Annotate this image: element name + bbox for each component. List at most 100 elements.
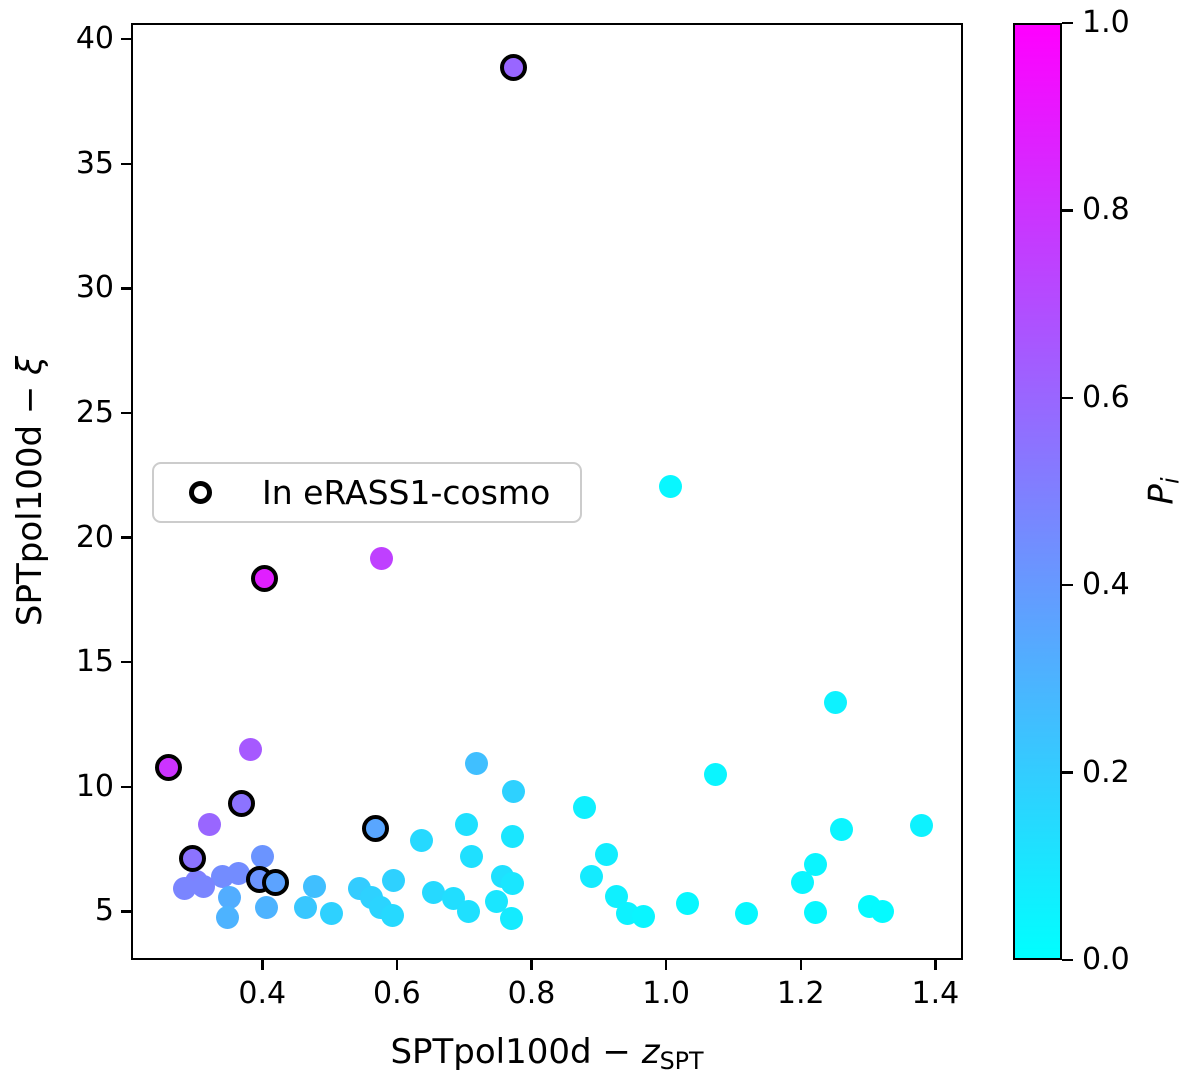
data-point [454,812,478,836]
data-point [320,902,344,926]
y-tick [121,910,131,913]
data-point [579,865,603,889]
x-tick-label: 1.2 [776,976,825,1011]
colorbar-tick [1062,958,1073,962]
y-tick-label: 5 [94,893,114,929]
data-point [178,845,206,873]
y-tick [121,660,131,664]
data-point [254,896,278,920]
x-tick-label: 1.4 [911,976,960,1011]
data-point [155,754,183,782]
y-tick-label: 15 [75,644,114,680]
colorbar-label-variable: P [1141,484,1182,505]
data-point [870,899,894,923]
data-point [501,872,525,896]
y-tick-label: 40 [75,21,114,57]
y-tick-label: 35 [75,145,114,181]
y-tick-label: 10 [75,768,114,804]
colorbar-gradient [1015,25,1060,958]
y-tick [121,287,131,290]
colorbar-tick-label: 0.4 [1082,567,1130,603]
x-tick [934,960,937,970]
data-point [464,751,488,775]
y-axis-label: SPTpol100d − ξ [10,356,50,626]
data-point [228,790,256,818]
y-axis-label-prefix: SPTpol100d − [10,374,50,627]
data-point [823,690,847,714]
x-axis-label: SPTpol100d − zSPT [390,1032,703,1075]
colorbar-tick-label: 0.6 [1082,379,1130,415]
colorbar-tick [1062,771,1073,774]
x-tick [395,960,399,970]
colorbar-tick-label: 1.0 [1082,5,1130,40]
data-point [658,475,682,499]
colorbar-tick [1062,583,1073,587]
data-point [250,564,278,592]
colorbar-tick-label: 0.2 [1082,754,1130,790]
data-point [704,762,728,786]
data-point [369,547,393,571]
x-tick-label: 1.0 [642,976,690,1011]
y-tick-label: 20 [75,519,114,555]
data-point [197,812,221,836]
data-point [362,815,390,843]
data-point [238,737,262,761]
y-tick [121,162,131,166]
x-axis-label-prefix: SPTpol100d − [390,1032,642,1072]
data-point [501,780,525,804]
x-tick [799,960,803,970]
colorbar-label: Pi [1142,477,1185,504]
colorbar-tick [1062,21,1073,25]
data-point [573,796,597,820]
data-point [303,874,327,898]
data-point [456,899,480,923]
data-point [500,907,524,931]
colorbar-tick-label: 0.8 [1082,192,1130,228]
data-point [211,865,235,889]
data-point [485,889,508,913]
y-tick-label: 30 [75,270,114,306]
x-tick [261,960,264,970]
data-point [675,892,699,916]
data-point [460,845,484,869]
data-point [804,852,828,876]
colorbar-label-subscript: i [1156,477,1185,485]
legend: In eRASS1-cosmo [152,462,582,523]
data-point [594,842,618,866]
x-axis-label-subscript: SPT [659,1046,704,1075]
data-point [501,825,525,849]
data-point [382,868,406,892]
data-point [500,53,528,81]
y-tick [121,785,131,789]
data-point [631,904,655,928]
data-point [251,845,275,869]
data-point [804,901,828,925]
data-point [909,813,933,837]
y-tick-label: 25 [75,395,114,430]
x-tick-label: 0.8 [507,976,556,1011]
data-point [422,881,446,905]
x-axis-label-variable: z [641,1032,660,1072]
x-tick-label: 0.4 [238,976,287,1011]
data-point [173,877,197,901]
data-point [262,868,290,896]
data-point [604,884,628,908]
y-tick [121,37,131,41]
y-tick [121,536,131,539]
data-point [409,828,433,852]
data-point [734,902,758,926]
data-point [380,903,404,927]
legend-label: In eRASS1-cosmo [262,473,551,512]
colorbar [1013,23,1062,960]
x-tick-label: 0.6 [373,976,421,1011]
data-point [293,896,317,920]
open-circle-marker-icon [189,481,212,504]
y-axis-label-variable: ξ [10,355,50,375]
data-point [192,875,216,899]
x-tick [664,960,668,970]
data-point [830,817,854,841]
data-point [216,906,240,930]
x-tick [530,960,533,970]
y-tick [121,411,131,415]
